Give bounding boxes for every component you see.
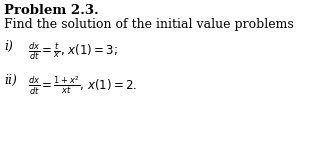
Text: Find the solution of the initial value problems: Find the solution of the initial value p…	[4, 18, 294, 31]
Text: $\frac{dx}{dt} = \frac{t}{x}$, $x(1) = 3$;: $\frac{dx}{dt} = \frac{t}{x}$, $x(1) = 3…	[28, 40, 118, 62]
Text: ii): ii)	[4, 74, 17, 87]
Text: $\frac{dx}{dt} = \frac{1+x^2}{xt}$, $x(1) = 2.$: $\frac{dx}{dt} = \frac{1+x^2}{xt}$, $x(1…	[28, 74, 137, 97]
Text: i): i)	[4, 40, 13, 53]
Text: Problem 2.3.: Problem 2.3.	[4, 4, 99, 17]
